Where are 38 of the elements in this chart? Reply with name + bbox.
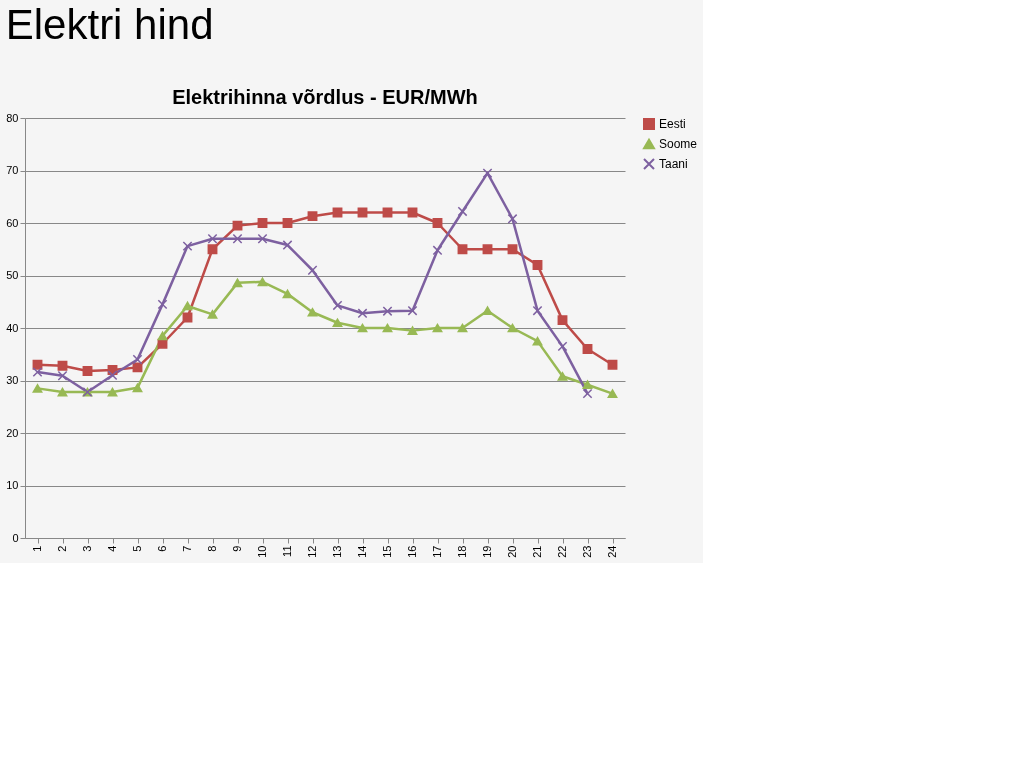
y-tick-label: 40 xyxy=(6,321,19,334)
x-tick-label: 16 xyxy=(406,545,418,558)
x-tick-label: 5 xyxy=(131,545,143,552)
x-tick-label: 14 xyxy=(356,545,368,558)
x-tick-label: 18 xyxy=(456,545,468,558)
x-tick-label: 17 xyxy=(431,545,443,558)
x-tick-label: 12 xyxy=(306,545,318,558)
x-tick-label: 7 xyxy=(181,545,193,552)
y-tick-label: 70 xyxy=(6,164,19,176)
y-tick-label: 30 xyxy=(6,374,19,386)
y-tick-label: 0 xyxy=(12,531,19,544)
x-tick-label: 22 xyxy=(556,545,568,558)
x-tick-label: 10 xyxy=(256,545,268,558)
x-tick-label: 13 xyxy=(331,545,343,558)
y-tick-label: 10 xyxy=(6,479,19,491)
y-tick-label: 60 xyxy=(6,216,19,229)
x-tick-label: 15 xyxy=(381,545,393,558)
y-tick-label: 50 xyxy=(6,269,19,281)
x-tick-label: 21 xyxy=(531,545,543,558)
legend-label: Soome xyxy=(659,137,698,151)
x-tick-label: 24 xyxy=(606,545,618,558)
chart-title: Elektri hind xyxy=(5,1,214,48)
chart-subtitle: Elektrihinna võrdlus - EUR/MWh xyxy=(172,86,478,108)
x-tick-label: 4 xyxy=(106,545,118,552)
x-tick-label: 1 xyxy=(31,545,43,552)
x-tick-label: 6 xyxy=(156,545,168,552)
x-tick-label: 3 xyxy=(81,545,93,552)
x-tick-label: 20 xyxy=(506,545,518,558)
legend-label: Eesti xyxy=(659,117,686,131)
y-tick-label: 80 xyxy=(6,111,19,124)
x-tick-label: 8 xyxy=(206,545,218,552)
x-tick-label: 19 xyxy=(481,545,493,558)
x-tick-label: 2 xyxy=(56,545,68,552)
y-tick-label: 20 xyxy=(6,426,19,439)
x-tick-label: 9 xyxy=(231,545,243,552)
x-tick-label: 11 xyxy=(281,545,293,557)
x-tick-label: 23 xyxy=(581,545,593,558)
legend-label: Taani xyxy=(659,157,688,171)
